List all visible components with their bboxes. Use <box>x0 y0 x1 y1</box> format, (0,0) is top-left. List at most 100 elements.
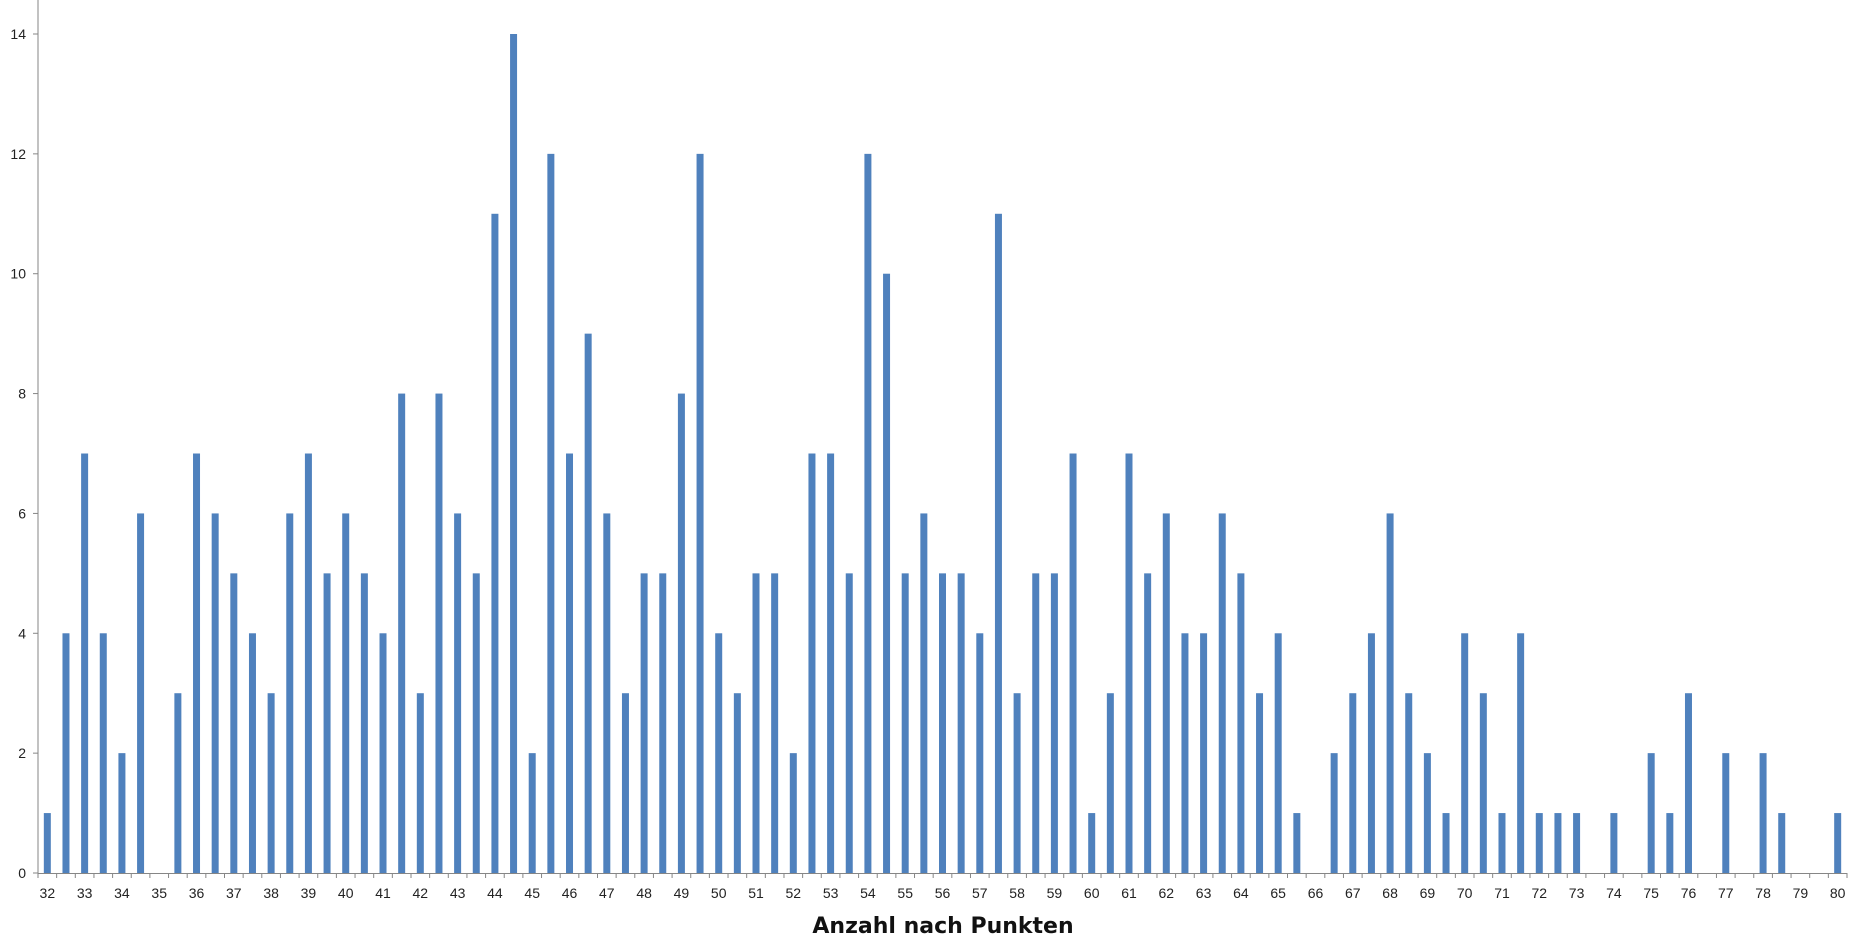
bar-61.5 <box>1144 573 1152 873</box>
x-tick-label: 60 <box>1084 885 1100 901</box>
bar-39 <box>304 453 312 873</box>
bar-68 <box>1386 513 1394 873</box>
x-tick-label: 59 <box>1047 885 1063 901</box>
y-tick-label: 14 <box>10 26 26 42</box>
bar-39.5 <box>323 573 331 873</box>
bar-43.5 <box>472 573 480 873</box>
bar-64 <box>1237 573 1245 873</box>
bar-61 <box>1125 453 1133 873</box>
bar-45.5 <box>547 153 555 873</box>
bar-50.5 <box>733 693 741 873</box>
bar-52 <box>789 753 797 873</box>
x-tick-label: 61 <box>1121 885 1137 901</box>
x-tick-label: 75 <box>1643 885 1659 901</box>
bar-35.5 <box>174 693 182 873</box>
bar-53 <box>827 453 835 873</box>
bar-32 <box>43 813 51 873</box>
bar-54.5 <box>883 273 891 873</box>
x-tick-label: 65 <box>1270 885 1286 901</box>
bar-43 <box>454 513 462 873</box>
x-tick-label: 45 <box>524 885 540 901</box>
bar-41 <box>379 633 387 873</box>
x-tick-label: 35 <box>151 885 167 901</box>
bar-60.5 <box>1106 693 1114 873</box>
bar-44.5 <box>510 34 518 873</box>
bar-32.5 <box>62 633 70 873</box>
x-tick-label: 50 <box>711 885 727 901</box>
axes-group <box>33 0 1848 878</box>
bar-68.5 <box>1405 693 1413 873</box>
x-tick-label: 39 <box>301 885 317 901</box>
x-tick-label: 40 <box>338 885 354 901</box>
bar-58 <box>1013 693 1021 873</box>
x-tick-label: 66 <box>1308 885 1324 901</box>
bar-53.5 <box>845 573 853 873</box>
bar-45 <box>528 753 536 873</box>
x-tick-label: 64 <box>1233 885 1249 901</box>
bar-52.5 <box>808 453 816 873</box>
y-tick-label: 6 <box>18 505 26 521</box>
x-tick-label: 48 <box>636 885 652 901</box>
bar-41.5 <box>398 393 406 873</box>
bar-38.5 <box>286 513 294 873</box>
bar-65 <box>1274 633 1282 873</box>
x-tick-label: 68 <box>1382 885 1398 901</box>
y-tick-label: 12 <box>10 146 26 162</box>
bar-33 <box>81 453 89 873</box>
y-tick-label: 8 <box>18 386 26 402</box>
bar-69 <box>1423 753 1431 873</box>
bar-36 <box>193 453 201 873</box>
bar-78.5 <box>1778 813 1786 873</box>
bar-46.5 <box>584 333 592 874</box>
x-tick-label: 37 <box>226 885 242 901</box>
bar-67.5 <box>1367 633 1375 873</box>
bar-70.5 <box>1479 693 1487 873</box>
bar-40.5 <box>360 573 368 873</box>
bar-59 <box>1050 573 1058 873</box>
x-axis-title: Anzahl nach Punkten <box>812 914 1073 939</box>
x-tick-label: 51 <box>748 885 764 901</box>
y-tick-label: 10 <box>10 266 26 282</box>
bar-60 <box>1088 813 1096 873</box>
bar-49.5 <box>696 153 704 873</box>
bar-63 <box>1200 633 1208 873</box>
bar-58.5 <box>1032 573 1040 873</box>
bar-37.5 <box>248 633 256 873</box>
bar-47 <box>603 513 611 873</box>
bar-65.5 <box>1293 813 1301 873</box>
x-tick-label: 78 <box>1755 885 1771 901</box>
y-tick-label: 4 <box>18 625 26 641</box>
bar-72 <box>1535 813 1543 873</box>
x-tick-label: 53 <box>823 885 839 901</box>
bar-63.5 <box>1218 513 1226 873</box>
x-tick-label: 56 <box>935 885 951 901</box>
bar-76 <box>1684 693 1692 873</box>
bar-37 <box>230 573 238 873</box>
bar-73 <box>1573 813 1581 873</box>
x-tick-label: 69 <box>1420 885 1436 901</box>
bar-62.5 <box>1181 633 1189 873</box>
bar-48 <box>640 573 648 873</box>
bar-46 <box>566 453 574 873</box>
x-tick-label: 70 <box>1457 885 1473 901</box>
x-tick-label: 62 <box>1159 885 1175 901</box>
bar-69.5 <box>1442 813 1450 873</box>
bar-38 <box>267 693 275 873</box>
bar-75 <box>1647 753 1655 873</box>
x-tick-label: 33 <box>77 885 93 901</box>
bar-57 <box>976 633 984 873</box>
bar-42 <box>416 693 424 873</box>
x-tick-label: 76 <box>1681 885 1697 901</box>
bar-67 <box>1349 693 1357 873</box>
x-tick-label: 67 <box>1345 885 1361 901</box>
x-tick-label: 41 <box>375 885 391 901</box>
x-tick-label: 79 <box>1793 885 1809 901</box>
x-tick-label: 47 <box>599 885 615 901</box>
x-tick-label: 54 <box>860 885 876 901</box>
y-tick-label: 0 <box>18 865 26 881</box>
x-tick-label: 63 <box>1196 885 1212 901</box>
bar-42.5 <box>435 393 443 873</box>
bar-36.5 <box>211 513 219 873</box>
